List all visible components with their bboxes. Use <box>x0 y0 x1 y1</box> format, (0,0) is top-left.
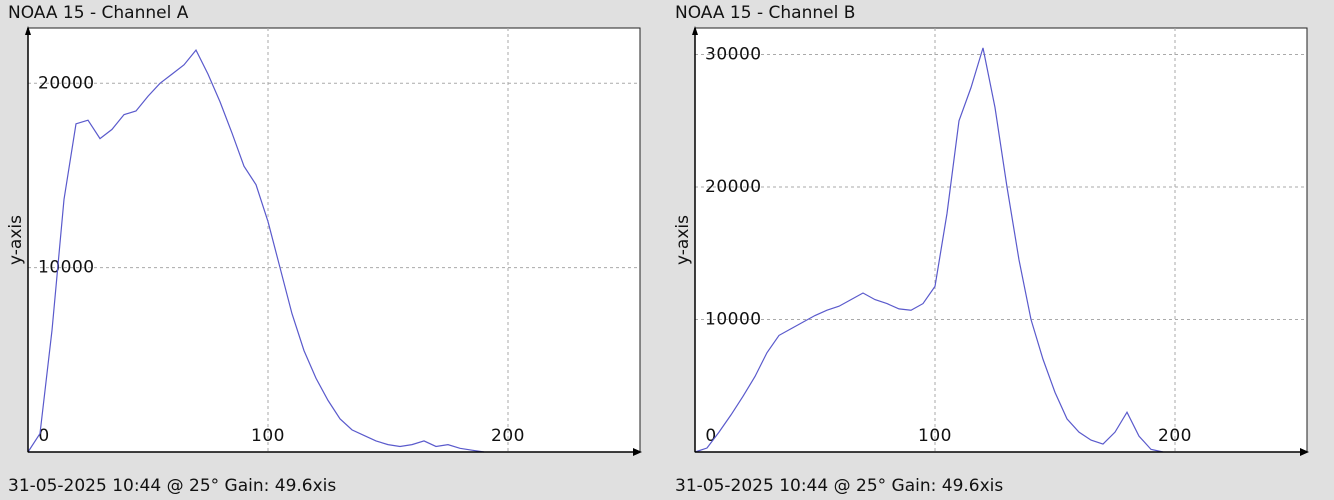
y-tick-label: 30000 <box>705 45 762 65</box>
x-tick-label: 0 <box>705 426 716 446</box>
chart-title: NOAA 15 - Channel A <box>8 3 189 23</box>
plot-area <box>27 27 641 453</box>
y-tick-label: 10000 <box>705 310 762 330</box>
x-tick-label: 100 <box>251 426 285 446</box>
footer: 31-05-2025 10:44 @ 25° Gain: 49.6xis <box>675 476 1003 496</box>
x-tick-label: 100 <box>918 426 952 446</box>
y-axis-label: y-axis <box>6 215 26 265</box>
axis-arrow <box>25 26 31 35</box>
axis-arrow <box>633 448 642 456</box>
y-tick-label: 20000 <box>38 73 95 93</box>
chart-title: NOAA 15 - Channel B <box>675 3 855 23</box>
axis-arrow <box>692 26 698 35</box>
axis-arrow <box>1300 448 1309 456</box>
x-tick-label: 0 <box>38 426 49 446</box>
x-tick-label: 200 <box>1158 426 1192 446</box>
x-tick-label: 200 <box>491 426 525 446</box>
data-line <box>694 47 1164 453</box>
y-tick-label: 10000 <box>38 258 95 278</box>
footer: 31-05-2025 10:44 @ 25° Gain: 49.6xis <box>8 476 336 496</box>
plot-area <box>694 27 1308 453</box>
data-line <box>27 49 485 453</box>
y-axis-label: y-axis <box>673 215 693 265</box>
y-tick-label: 20000 <box>705 177 762 197</box>
